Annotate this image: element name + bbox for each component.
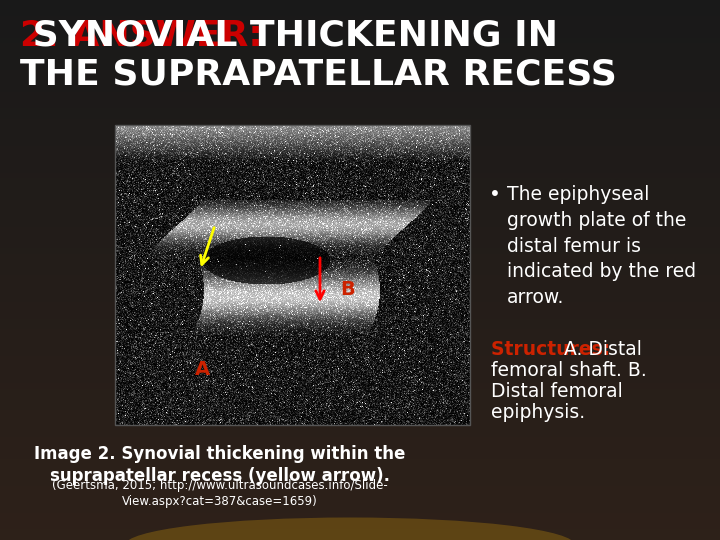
Text: Distal femoral: Distal femoral [491, 382, 623, 401]
Text: 2. ANSWER:: 2. ANSWER: [20, 18, 275, 52]
Text: SYNOVIAL THICKENING IN
THE SUPRAPATELLAR RECESS: SYNOVIAL THICKENING IN THE SUPRAPATELLAR… [20, 18, 617, 91]
Text: •: • [489, 185, 501, 204]
Text: The epiphyseal
growth plate of the
distal femur is
indicated by the red
arrow.: The epiphyseal growth plate of the dista… [507, 185, 696, 307]
Bar [115, 125, 470, 425]
Ellipse shape [125, 517, 575, 540]
Text: A. Distal: A. Distal [564, 340, 642, 359]
Text: (Geertsma, 2015; http://www.ultrasoundcases.info/Slide-
View.aspx?cat=387&case=1: (Geertsma, 2015; http://www.ultrasoundca… [52, 479, 388, 508]
Text: B: B [340, 280, 355, 299]
Text: Structures:: Structures: [491, 340, 617, 359]
Text: A: A [195, 360, 210, 379]
Text: Image 2. Synovial thickening within the
suprapatellar recess (yellow arrow).: Image 2. Synovial thickening within the … [35, 445, 405, 485]
Text: femoral shaft. B.: femoral shaft. B. [491, 361, 647, 380]
Text: epiphysis.: epiphysis. [491, 403, 585, 422]
